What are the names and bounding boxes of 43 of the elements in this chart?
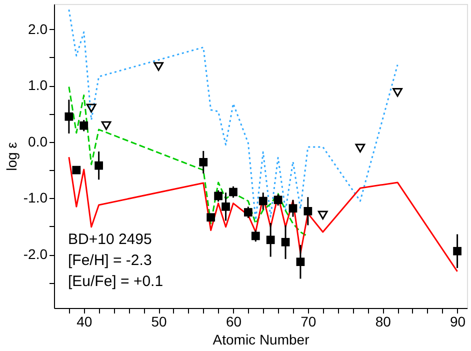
point	[86, 104, 96, 113]
x-tick-label: 80	[375, 314, 392, 330]
point	[355, 144, 366, 152]
y-tick-label: 1.0	[28, 77, 48, 94]
x-tick-label: 40	[76, 314, 92, 330]
annotation: [Fe/H] = -2.3	[68, 252, 152, 269]
point	[244, 208, 252, 216]
y-tick-label: 2.0	[28, 20, 48, 37]
point	[206, 213, 216, 222]
point	[222, 202, 230, 211]
point	[154, 62, 164, 71]
point	[274, 196, 282, 204]
annotation: [Eu/Fe] = +0.1	[68, 273, 164, 290]
point	[288, 204, 298, 213]
point	[304, 206, 312, 216]
y-tick-label: -2.0	[23, 246, 48, 262]
point	[64, 112, 74, 121]
point	[453, 246, 462, 256]
line-series	[68, 156, 458, 272]
point	[214, 192, 222, 200]
x-tick-label: 70	[300, 314, 316, 330]
line-series	[68, 8, 398, 221]
point	[229, 188, 238, 196]
y-tick-label: 0.0	[28, 133, 48, 150]
point	[281, 238, 290, 246]
point	[296, 258, 305, 266]
y-tick-label: -1.0	[23, 190, 48, 206]
point	[318, 210, 328, 220]
x-axis-title: Atomic Number	[212, 332, 310, 348]
x-tick-label: 60	[226, 314, 242, 330]
point	[392, 88, 402, 97]
x-tick-label: 90	[450, 314, 466, 330]
point	[199, 158, 208, 166]
x-tick-label: 50	[151, 314, 168, 330]
point	[72, 166, 81, 174]
point	[258, 196, 268, 206]
point	[101, 121, 112, 130]
point	[266, 236, 275, 244]
annotation: BD+10 2495	[68, 231, 152, 248]
point	[94, 161, 103, 170]
point	[251, 232, 260, 240]
point	[80, 121, 88, 130]
y-axis-title: log ε	[3, 142, 20, 171]
